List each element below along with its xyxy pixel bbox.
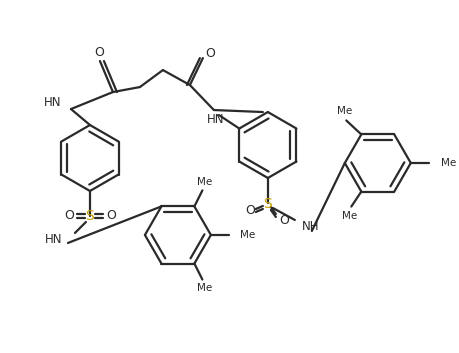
Text: O: O bbox=[94, 46, 104, 59]
Text: HN: HN bbox=[207, 113, 224, 126]
Text: O: O bbox=[245, 204, 255, 217]
Text: NH: NH bbox=[302, 221, 319, 233]
Text: O: O bbox=[64, 209, 74, 222]
Text: S: S bbox=[263, 197, 272, 211]
Text: Me: Me bbox=[441, 158, 456, 168]
Text: HN: HN bbox=[45, 233, 62, 246]
Text: S: S bbox=[85, 209, 95, 223]
Text: HN: HN bbox=[44, 96, 61, 108]
Text: Me: Me bbox=[197, 178, 212, 187]
Text: O: O bbox=[205, 47, 215, 60]
Text: O: O bbox=[279, 215, 289, 227]
Text: Me: Me bbox=[341, 210, 357, 221]
Text: O: O bbox=[106, 209, 116, 222]
Text: Me: Me bbox=[197, 282, 212, 293]
Text: Me: Me bbox=[240, 230, 255, 240]
Text: Me: Me bbox=[337, 107, 352, 116]
